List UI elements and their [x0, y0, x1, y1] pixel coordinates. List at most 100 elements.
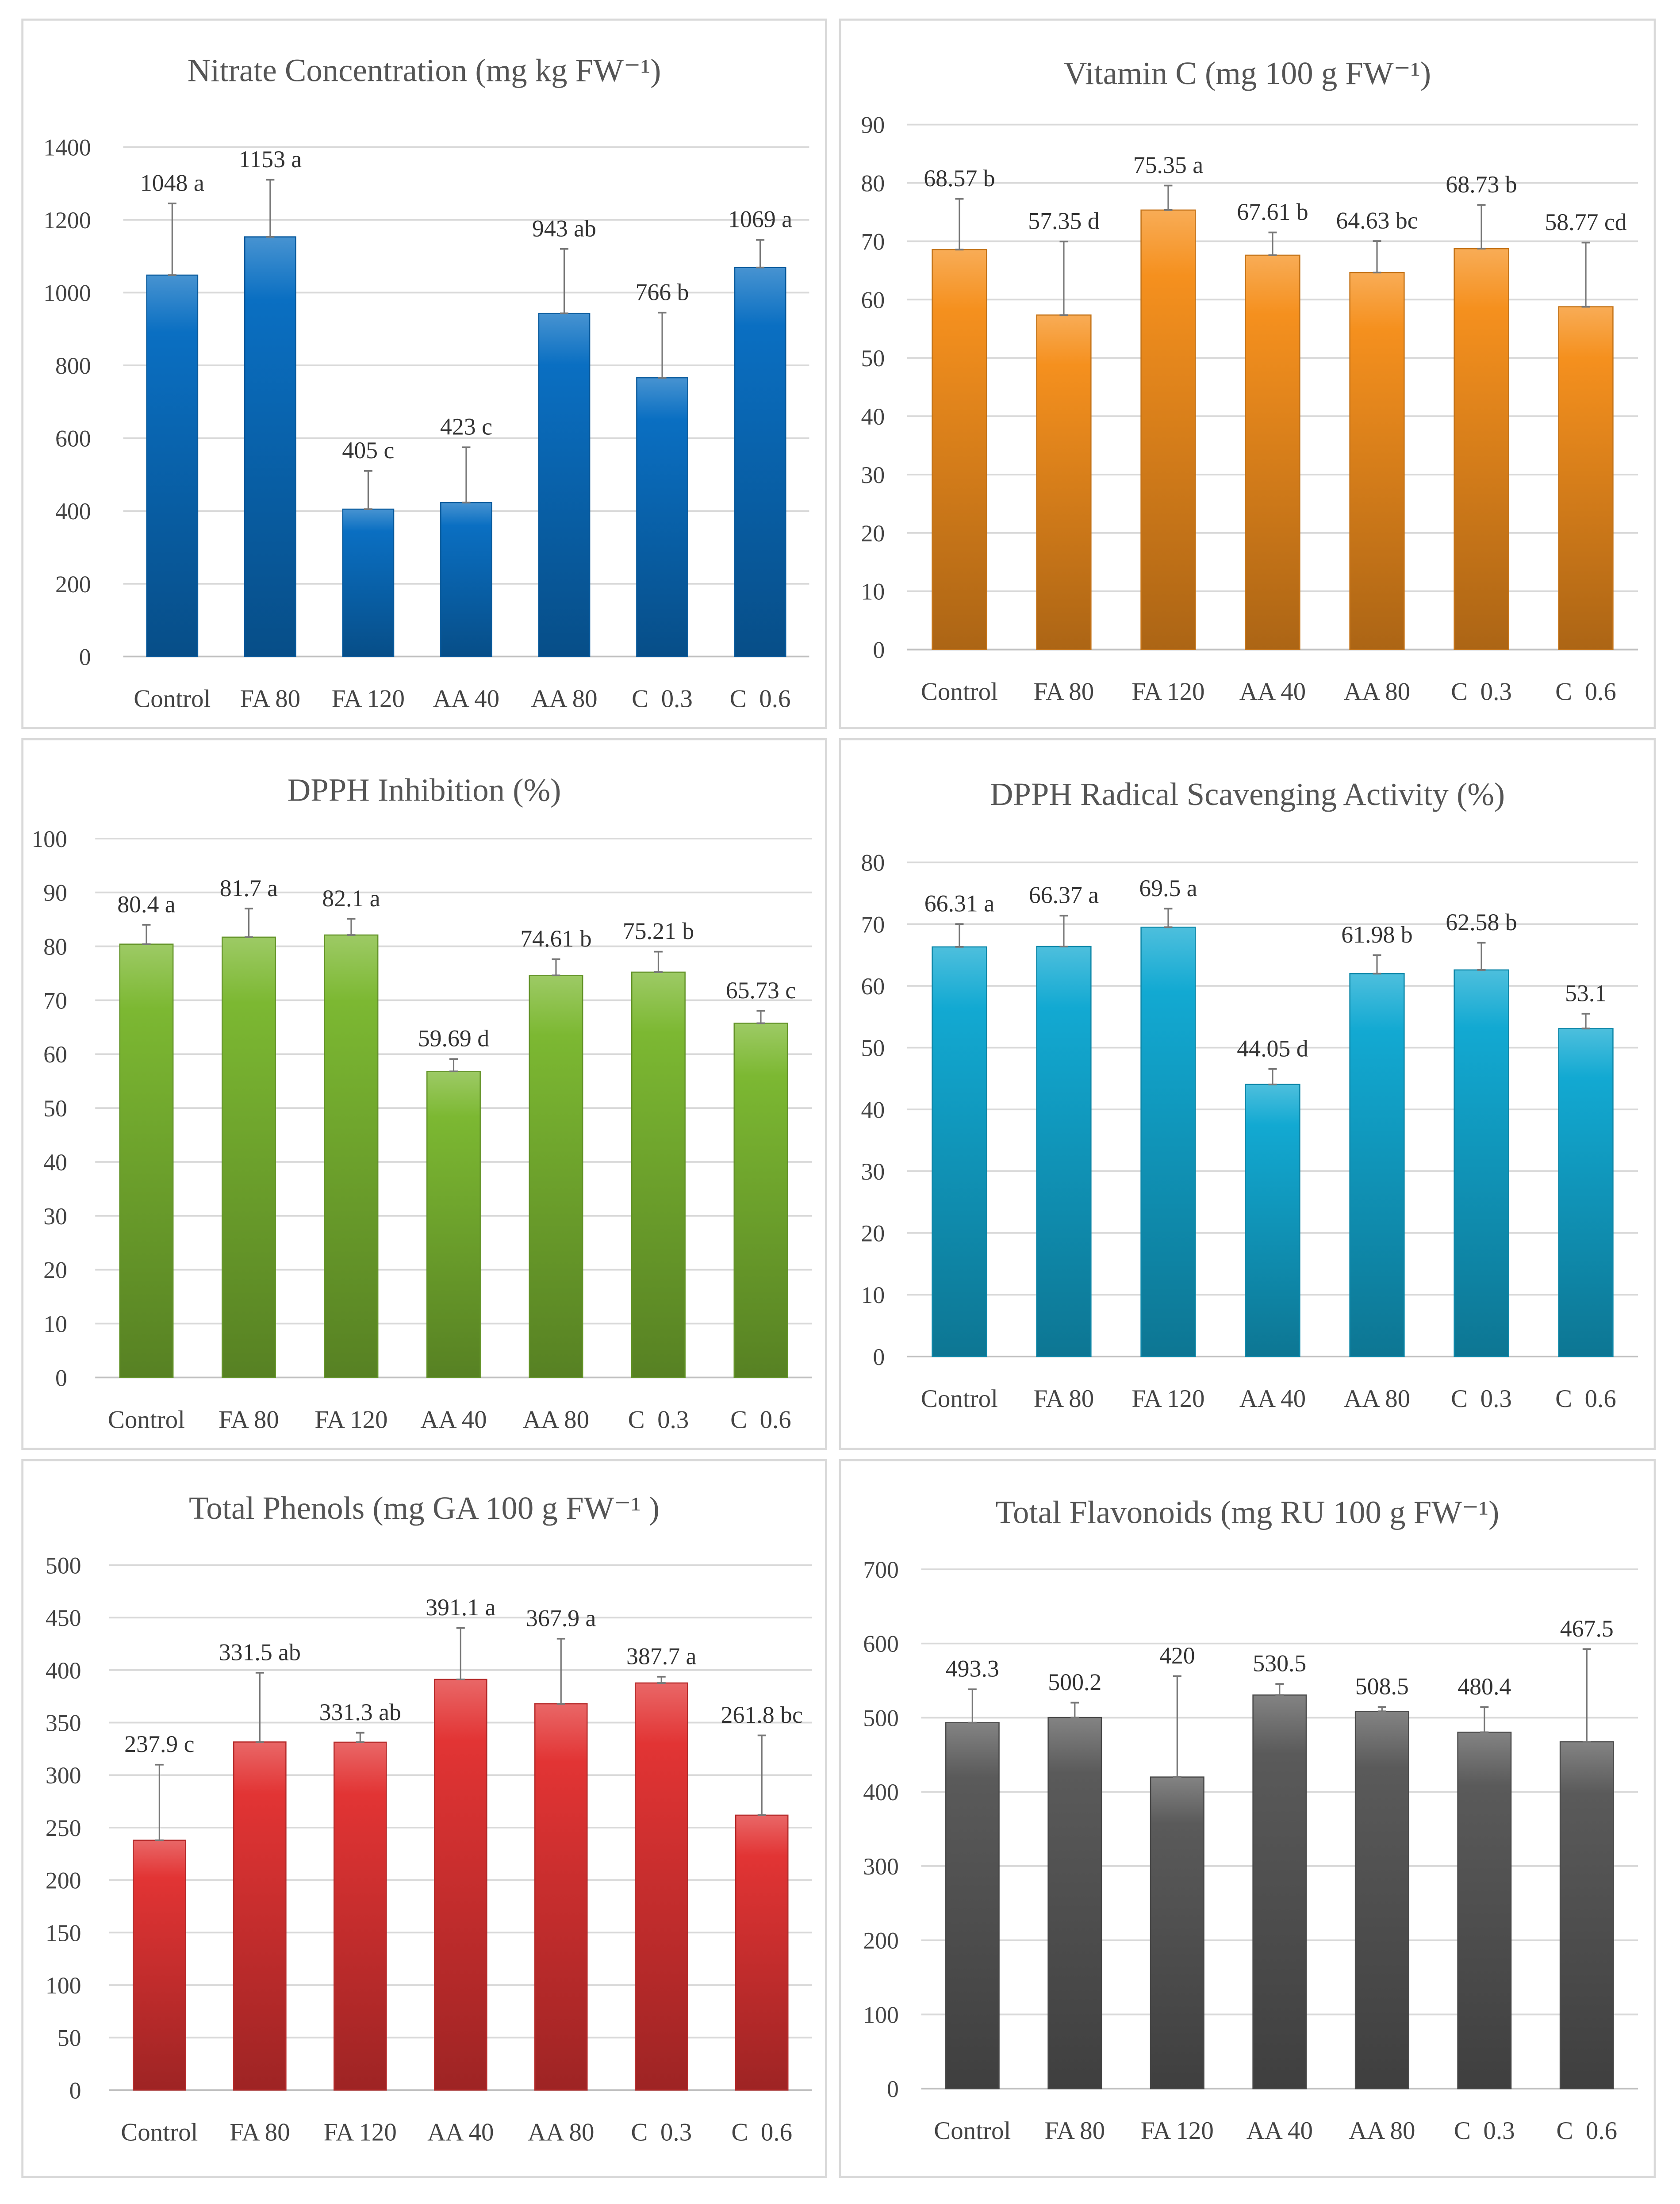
data-label: 61.98 b [1341, 921, 1412, 948]
chart-panel [21, 18, 827, 729]
y-tick-label: 400 [46, 1657, 81, 1684]
data-label: 493.3 [946, 1656, 999, 1682]
chart-title: Total Flavonoids (mg RU 100 g FW⁻¹) [996, 1495, 1500, 1530]
data-label: 53.1 [1565, 980, 1607, 1006]
data-label: 331.5 ab [219, 1639, 301, 1665]
x-tick-label: FA 80 [219, 1406, 279, 1434]
data-label: 943 ab [532, 215, 596, 241]
bar [529, 974, 583, 1378]
y-tick-label: 40 [861, 1096, 885, 1123]
y-tick-label: 0 [873, 1344, 885, 1370]
bar [1349, 973, 1405, 1357]
data-label: 75.35 a [1133, 152, 1203, 178]
x-tick-label: FA 120 [315, 1406, 387, 1434]
y-tick-label: 300 [46, 1762, 81, 1789]
y-tick-label: 20 [861, 1220, 885, 1247]
y-tick-label: 70 [861, 228, 885, 255]
data-label: 66.37 a [1029, 882, 1099, 908]
y-tick-label: 1200 [43, 207, 91, 234]
bar [1349, 272, 1405, 650]
y-tick-label: 90 [861, 112, 885, 138]
bar [932, 946, 987, 1357]
bar [1047, 1717, 1102, 2089]
bar [1036, 314, 1092, 650]
x-tick-label: Control [121, 2118, 198, 2146]
y-tick-label: 0 [887, 2076, 899, 2102]
data-label: 530.5 [1253, 1650, 1306, 1677]
y-tick-label: 1400 [43, 134, 91, 161]
data-label: 508.5 [1355, 1673, 1409, 1700]
bar [1140, 927, 1196, 1357]
x-tick-label: AA 80 [1344, 1385, 1410, 1413]
bar [244, 236, 296, 657]
y-tick-label: 10 [861, 1282, 885, 1308]
bar [133, 1840, 186, 2091]
y-tick-label: 0 [79, 644, 91, 670]
data-label: 75.21 b [623, 918, 694, 944]
bar [1036, 946, 1092, 1357]
bar [1245, 254, 1300, 650]
x-tick-label: C 0.6 [730, 1406, 791, 1434]
data-label: 81.7 a [220, 875, 278, 901]
y-tick-label: 80 [43, 934, 67, 960]
data-label: 80.4 a [117, 891, 176, 917]
bar [631, 971, 686, 1378]
y-tick-label: 10 [861, 579, 885, 605]
data-label: 367.9 a [526, 1605, 596, 1631]
x-tick-label: AA 80 [1344, 678, 1410, 706]
x-tick-label: AA 80 [1349, 2117, 1415, 2145]
data-label: 57.35 d [1028, 208, 1099, 234]
data-label: 1153 a [238, 146, 302, 172]
x-tick-label: AA 80 [523, 1406, 589, 1434]
y-tick-label: 40 [861, 403, 885, 430]
y-tick-label: 50 [43, 1095, 67, 1122]
bar [1457, 1732, 1512, 2089]
y-tick-label: 200 [55, 571, 91, 598]
bar [1559, 1741, 1614, 2089]
y-tick-label: 50 [58, 2025, 81, 2051]
data-label: 387.7 a [626, 1643, 696, 1669]
data-label: 68.73 b [1446, 171, 1517, 198]
bar [1354, 1710, 1409, 2089]
y-tick-label: 80 [861, 170, 885, 197]
x-tick-label: C 0.3 [1454, 2117, 1515, 2145]
data-label: 480.4 [1458, 1673, 1511, 1700]
y-tick-label: 600 [55, 425, 91, 452]
y-tick-label: 70 [43, 987, 67, 1014]
data-label: 44.05 d [1237, 1035, 1308, 1062]
data-label: 391.1 a [426, 1594, 495, 1621]
data-label: 68.57 b [924, 165, 995, 192]
x-tick-label: AA 40 [427, 2118, 494, 2146]
data-label: 237.9 c [124, 1731, 194, 1757]
x-tick-label: FA 120 [1132, 678, 1204, 706]
bar [538, 313, 591, 657]
data-label: 420 [1159, 1642, 1195, 1669]
y-tick-label: 0 [873, 637, 885, 663]
data-label: 82.1 a [322, 885, 380, 912]
x-tick-label: FA 80 [230, 2118, 290, 2146]
x-tick-label: AA 40 [433, 685, 499, 713]
data-label: 58.77 cd [1545, 209, 1626, 235]
bar [426, 1070, 481, 1378]
y-tick-label: 70 [861, 911, 885, 938]
x-tick-label: AA 40 [1239, 1385, 1306, 1413]
x-tick-label: FA 120 [324, 2118, 397, 2146]
bar [222, 936, 276, 1378]
y-tick-label: 20 [43, 1257, 67, 1284]
y-tick-label: 800 [55, 353, 91, 379]
y-tick-label: 100 [31, 826, 67, 852]
data-label: 64.63 bc [1336, 207, 1418, 234]
bar [119, 943, 174, 1378]
bar [634, 1682, 688, 2091]
y-tick-label: 10 [43, 1311, 67, 1338]
bar [440, 502, 492, 657]
x-tick-label: FA 80 [1044, 2117, 1105, 2145]
bar [1252, 1694, 1307, 2089]
y-tick-label: 30 [861, 462, 885, 488]
y-tick-label: 100 [46, 1972, 81, 1999]
y-tick-label: 50 [861, 1035, 885, 1062]
x-tick-label: C 0.3 [628, 1406, 689, 1434]
x-tick-label: Control [921, 1385, 998, 1413]
bar [636, 377, 688, 657]
